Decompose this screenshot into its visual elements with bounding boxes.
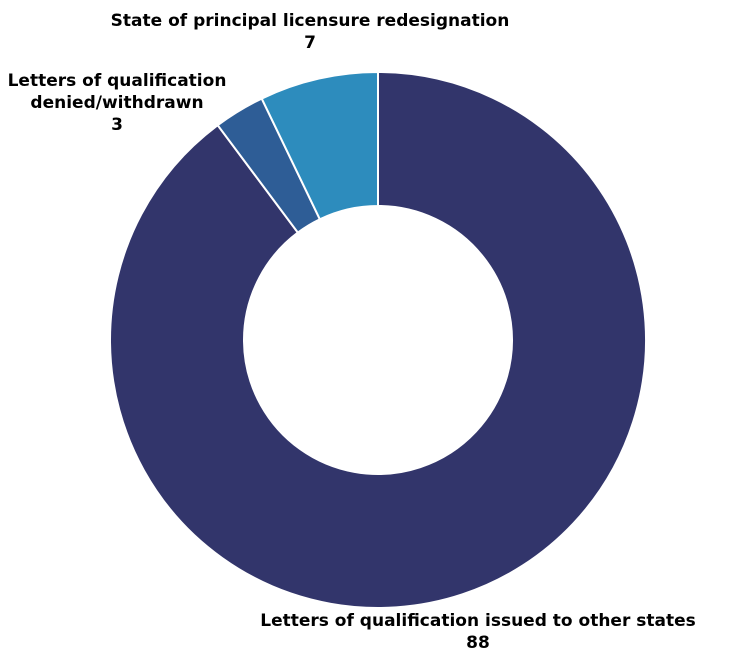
slice-label-issued: Letters of qualification issued to other… — [260, 610, 696, 654]
slices-group — [109, 70, 647, 609]
donut-slice-2 — [260, 70, 379, 221]
slice-label-text: State of principal licensure redesignati… — [110, 11, 510, 31]
slice-value-label: 88 — [466, 633, 490, 653]
slice-label-denied: Letters of qualification denied/withdraw… — [8, 70, 227, 136]
slice-value-label: 7 — [304, 33, 316, 53]
slice-label-text: Letters of qualification issued to other… — [260, 611, 696, 631]
donut-slice-0 — [109, 70, 647, 609]
slice-label-text-line-1: Letters of qualification — [7, 71, 227, 91]
slice-value-label: 3 — [111, 115, 123, 135]
slice-label-text-line-2: denied/withdrawn — [30, 93, 204, 113]
slice-label-redesignation: State of principal licensure redesignati… — [111, 10, 510, 54]
